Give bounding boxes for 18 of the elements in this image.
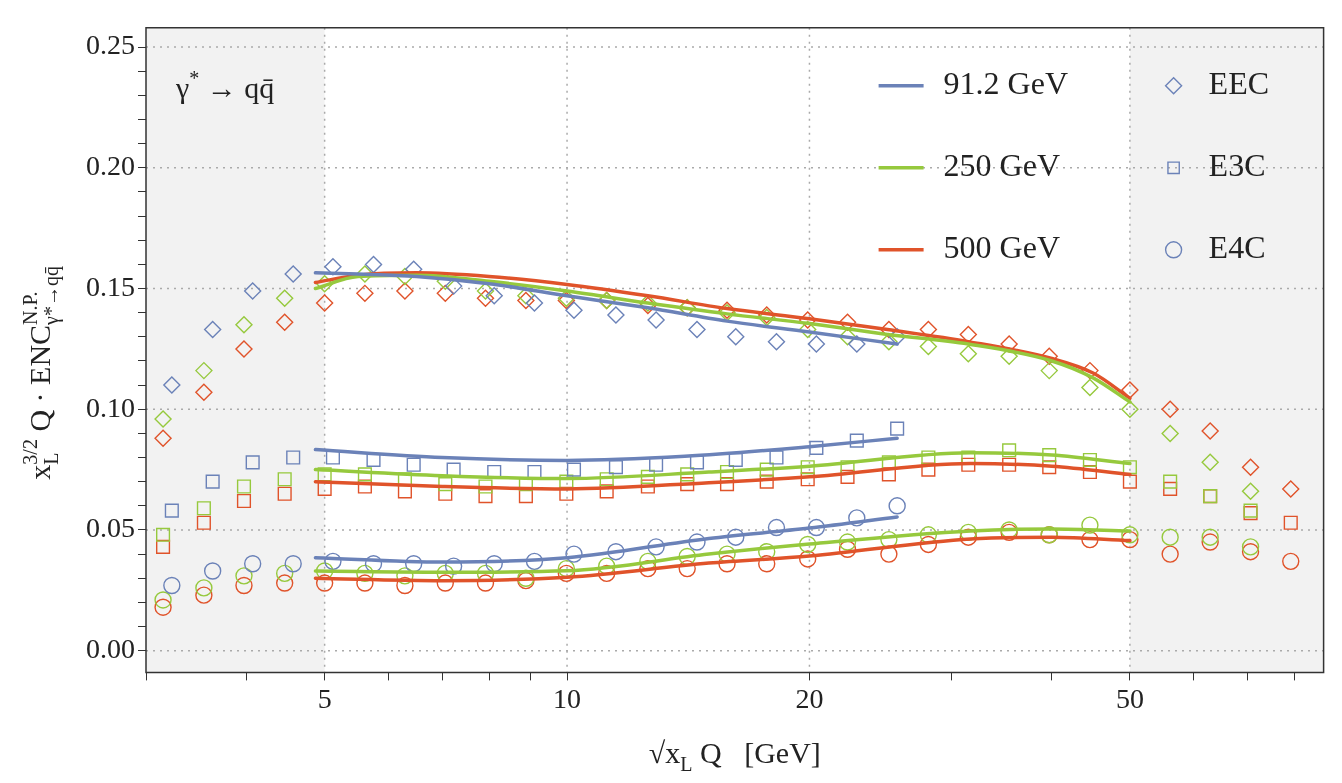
legend-label: E4C bbox=[1208, 229, 1266, 266]
y-tick-label: 0.05 bbox=[86, 512, 135, 544]
x-tick-label: 10 bbox=[553, 682, 582, 714]
annotation: γ* → qq̄ bbox=[175, 67, 275, 104]
x-tick-label: 5 bbox=[317, 682, 332, 714]
y-tick-label: 0.20 bbox=[86, 150, 135, 182]
y-tick-label: 0.25 bbox=[86, 29, 135, 61]
legend-label: 500 GeV bbox=[943, 229, 1061, 266]
legend-label: EEC bbox=[1208, 65, 1270, 102]
y-tick-label: 0.15 bbox=[86, 270, 135, 302]
y-tick-label: 0.00 bbox=[86, 633, 135, 665]
y-tick-label: 0.10 bbox=[86, 391, 135, 423]
legend-label: 250 GeV bbox=[943, 147, 1061, 184]
legend-label: E3C bbox=[1208, 147, 1266, 184]
legend-label: 91.2 GeV bbox=[943, 65, 1069, 102]
x-tick-label: 50 bbox=[1115, 682, 1144, 714]
x-tick-label: 20 bbox=[795, 682, 824, 714]
y-axis-title: xL3/2 Q · ENCN.P.γ*→qq̄ bbox=[19, 266, 64, 480]
